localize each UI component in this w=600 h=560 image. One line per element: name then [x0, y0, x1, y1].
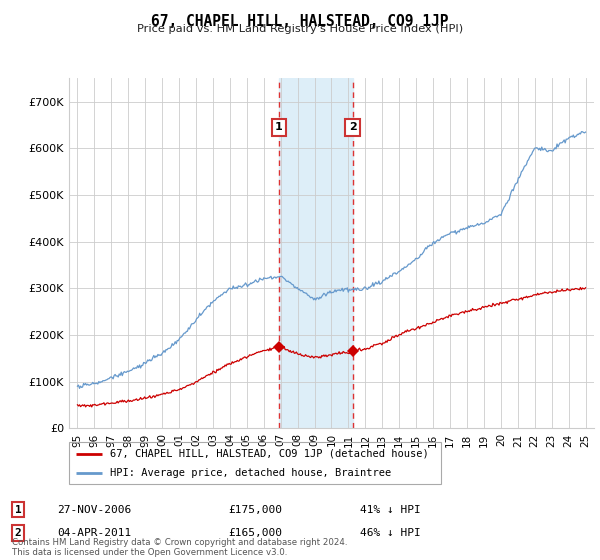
Text: £175,000: £175,000 — [228, 505, 282, 515]
Text: 46% ↓ HPI: 46% ↓ HPI — [360, 528, 421, 538]
Text: 67, CHAPEL HILL, HALSTEAD, CO9 1JP: 67, CHAPEL HILL, HALSTEAD, CO9 1JP — [151, 14, 449, 29]
Text: 2: 2 — [14, 528, 22, 538]
Text: 27-NOV-2006: 27-NOV-2006 — [57, 505, 131, 515]
Text: 41% ↓ HPI: 41% ↓ HPI — [360, 505, 421, 515]
Text: 2: 2 — [349, 123, 356, 132]
Text: 67, CHAPEL HILL, HALSTEAD, CO9 1JP (detached house): 67, CHAPEL HILL, HALSTEAD, CO9 1JP (deta… — [110, 449, 428, 459]
Text: 1: 1 — [275, 123, 283, 132]
Bar — [279, 78, 353, 428]
Text: £165,000: £165,000 — [228, 528, 282, 538]
Text: Contains HM Land Registry data © Crown copyright and database right 2024.
This d: Contains HM Land Registry data © Crown c… — [12, 538, 347, 557]
Text: 1: 1 — [14, 505, 22, 515]
Text: Price paid vs. HM Land Registry's House Price Index (HPI): Price paid vs. HM Land Registry's House … — [137, 24, 463, 34]
Text: HPI: Average price, detached house, Braintree: HPI: Average price, detached house, Brai… — [110, 468, 391, 478]
Text: 04-APR-2011: 04-APR-2011 — [57, 528, 131, 538]
